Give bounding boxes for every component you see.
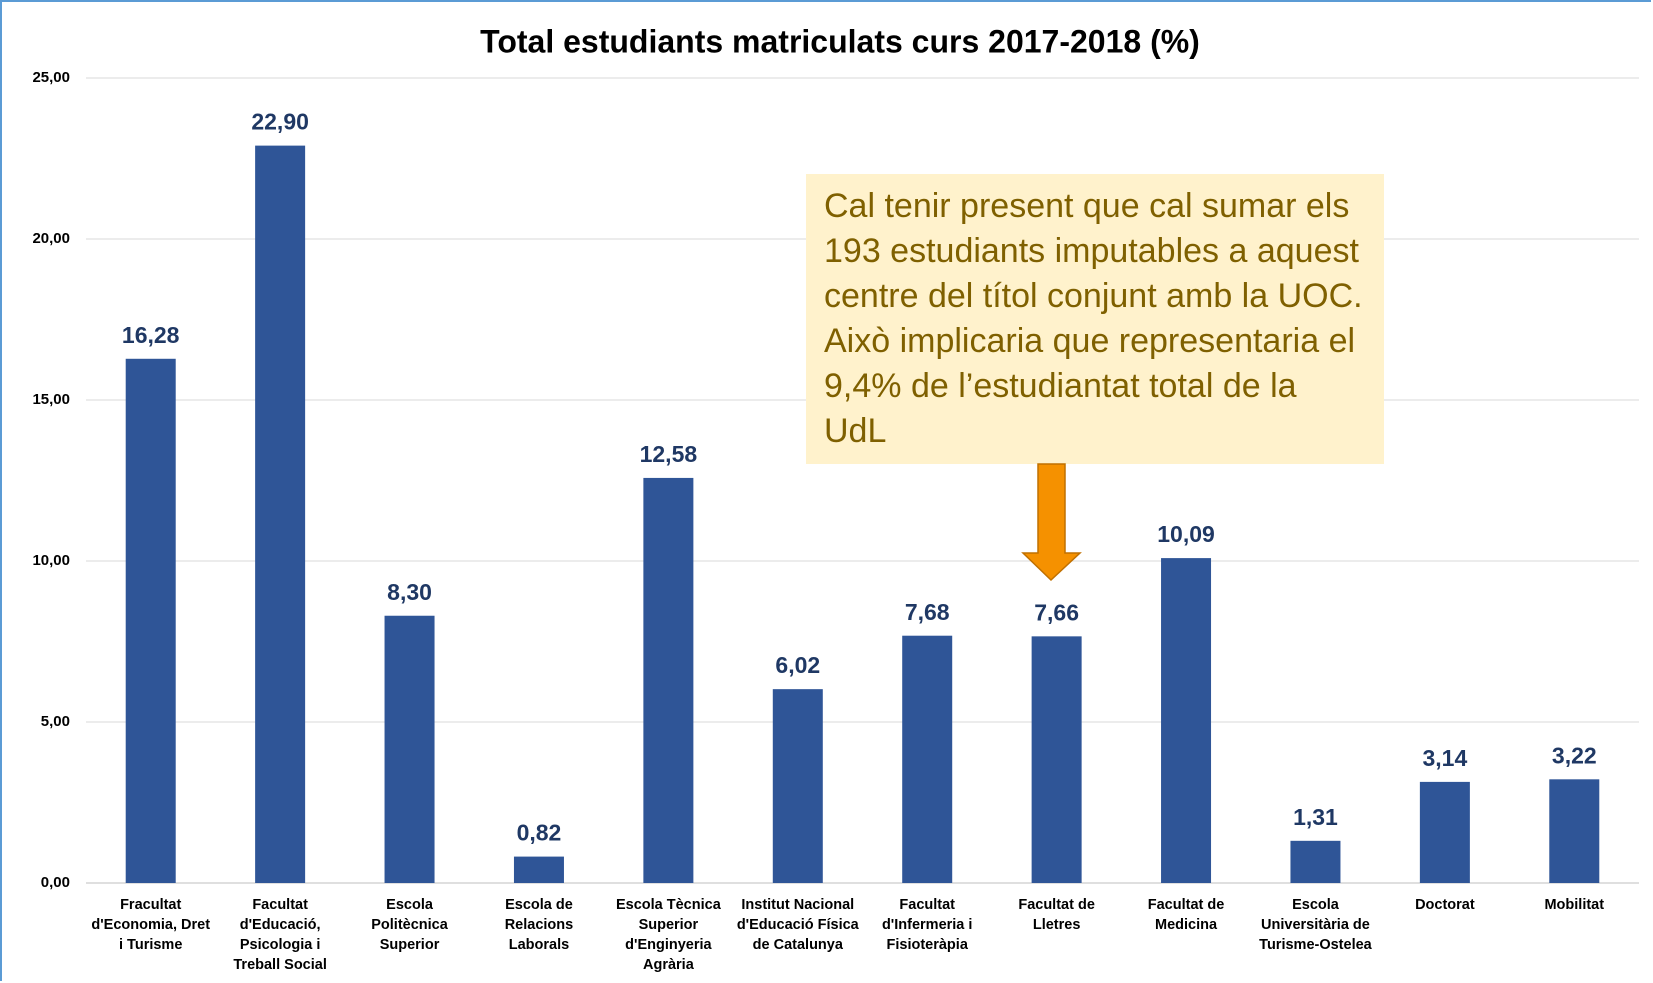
bar [384,615,435,883]
x-tick-label: Escola Tècnica Superior d'Enginyeria Agr… [615,897,721,973]
x-tick-label: Fracultat d'Economia, Dret i Turisme [91,897,211,953]
value-label: 1,31 [1293,804,1338,830]
x-tick-label: Mobilitat [1544,897,1605,913]
value-label: 8,30 [387,579,432,605]
value-label: 6,02 [775,652,820,678]
value-label: 0,82 [517,820,562,846]
bar [643,477,694,883]
bar [902,635,953,883]
y-tick-label: 20,00 [32,230,70,247]
value-label: 12,58 [640,441,698,467]
bar [125,358,176,883]
value-label: 7,66 [1034,599,1079,625]
bar [1290,840,1341,883]
x-tick-label: Facultat d'Infermeria i Fisioteràpia [881,897,973,953]
bar [1419,781,1470,883]
value-label: 3,22 [1552,742,1597,768]
y-tick-label: 25,00 [32,69,70,86]
bar [255,145,306,883]
bar [1161,558,1212,883]
bar [513,856,564,883]
value-label: 10,09 [1157,521,1215,547]
chart-title: Total estudiants matriculats curs 2017-2… [480,23,1200,59]
value-label: 7,68 [905,599,950,625]
bar [772,689,823,883]
x-tick-label: Facultat d'Educació, Psicologia i Trebal… [233,897,327,973]
x-tick-label: Facultat de Medicina [1147,897,1225,933]
y-tick-label: 5,00 [41,713,70,730]
x-tick-label: Facultat de Lletres [1018,897,1095,933]
y-tick-label: 0,00 [41,874,70,891]
x-tick-label: Escola Politècnica Superior [371,897,448,953]
value-label: 22,90 [251,109,309,135]
x-tick-label: Doctorat [1415,897,1475,913]
bar [1549,779,1600,883]
value-label: 3,14 [1422,745,1467,771]
bar [1031,636,1082,883]
annotation: Cal tenir present que cal sumar els 193 … [806,174,1384,464]
y-tick-label: 15,00 [32,391,70,408]
x-tick-label: Escola Universitària de Turisme-Ostelea [1259,897,1372,953]
x-tick-label: Institut Nacional d'Educació Física de C… [736,897,859,953]
value-label: 16,28 [122,322,180,348]
x-tick-label: Escola de Relacions Laborals [504,897,574,953]
y-tick-label: 10,00 [32,552,70,569]
